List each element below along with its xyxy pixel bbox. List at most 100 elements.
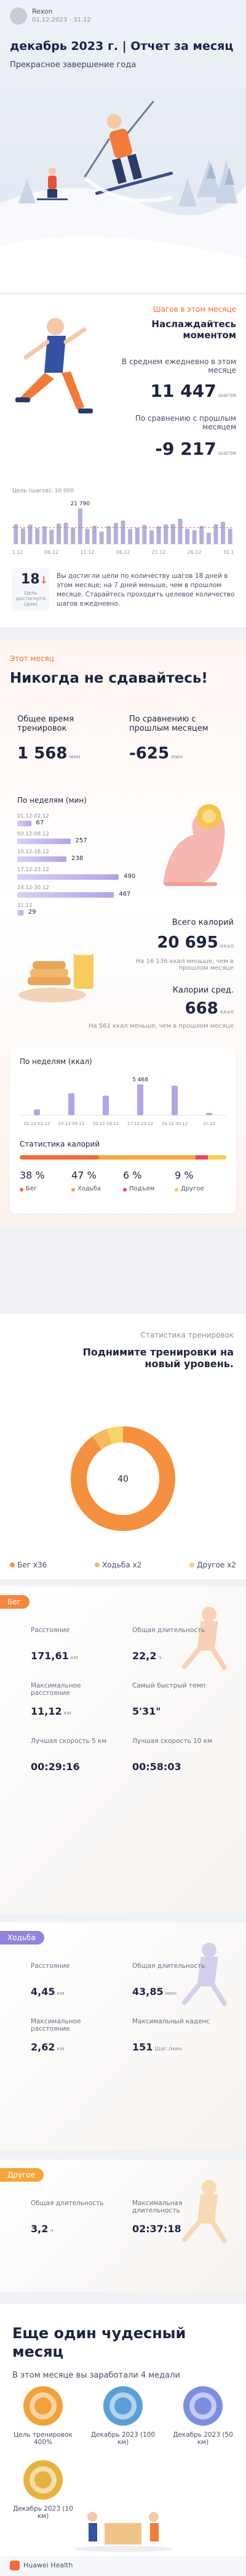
stat-unit: ч: [50, 2228, 54, 2234]
stat-unit: мин: [171, 754, 183, 760]
medal-center: [34, 2471, 52, 2489]
report-period: 01.12.2023 - 31.12: [32, 17, 91, 23]
bar: [49, 529, 54, 544]
value-label: 490: [124, 873, 136, 880]
kcal-card: [10, 1047, 236, 1214]
legend-name: Другое: [181, 1185, 204, 1192]
stat-unit: км: [70, 1655, 78, 1661]
value-label: 467: [119, 891, 131, 898]
goal-days-text: Вы достигли цели по количеству шагов 18 …: [57, 572, 235, 607]
kcal-legend: 38 % Бег 47 % Ходьба 6 % Подъем 9 % Другое: [20, 1169, 226, 1206]
medal-icon: [23, 2386, 63, 2426]
bar: [199, 526, 204, 544]
legend-item: Другое x2: [189, 1559, 236, 1571]
bar: [228, 529, 232, 544]
stat-label: По сравнению с прошлым месяцем: [129, 715, 208, 733]
donut-segment: [71, 1426, 175, 1531]
decor: [202, 1943, 216, 1957]
x-tick-label: 26.12: [188, 550, 202, 555]
legend-value: 9 %: [175, 1169, 194, 1181]
section-text: В этом месяце вы заработали 4 медали: [12, 2371, 180, 2380]
decor: [202, 1607, 216, 1622]
stat-number: 1 568: [17, 744, 68, 763]
bar-label: 17.12-23.12: [17, 867, 49, 873]
stat-unit: ккал: [220, 943, 234, 949]
legend-name: Другое: [197, 1561, 225, 1569]
workouts-donut: 40: [71, 1426, 175, 1531]
bar-segment: [195, 1155, 208, 1160]
bar: [185, 529, 189, 544]
bar: [103, 1095, 109, 1115]
stat-unit: шагов: [218, 392, 236, 399]
bar: [34, 1109, 40, 1115]
bar: [128, 529, 133, 544]
bar: [206, 532, 211, 544]
workouts-card: [0, 1314, 246, 1579]
donut-legend: Бег x36 Ходьба x2 Другое x2: [10, 1559, 236, 1571]
x-tick-label: 16.12: [116, 550, 130, 555]
bar: [17, 821, 31, 826]
stat-number: 4,45: [31, 1986, 55, 1997]
stat-unit: Шаг./мин: [154, 2046, 182, 2052]
bar-label: 01.12-02.12: [17, 813, 49, 819]
stat-unit: км: [57, 2046, 65, 2052]
legend-swatch: [94, 1562, 100, 1567]
stat-label: В среднем ежедневно в этом месяце: [121, 357, 236, 375]
value-label: 238: [71, 855, 84, 862]
stat-value: 171,61 км: [31, 1650, 78, 1662]
stat-number: 11 447: [150, 381, 216, 401]
donut-segment: [92, 1429, 113, 1450]
user-name: Rexon: [32, 7, 53, 15]
donut-total: 40: [117, 1474, 129, 1484]
stat-number: 00:58:03: [132, 1761, 181, 1773]
bar-label: 31.12: [17, 903, 33, 909]
bar-label: 24.12-30.12: [17, 885, 49, 891]
bar: [57, 523, 61, 544]
stat-number: 11,12: [31, 1705, 62, 1717]
sport-cards: Бег Расстояние 171,61 км Общая длительность 2…: [0, 1577, 246, 2298]
legend-value: 47 %: [71, 1169, 97, 1181]
report-subtitle: Прекрасное завершение года: [10, 60, 137, 70]
donut-segment: [106, 1426, 124, 1445]
medal-label: Цель тренировок 400%: [14, 2431, 73, 2446]
stat-unit: км: [63, 1710, 71, 1717]
value-label: 5 468: [132, 1077, 148, 1083]
bar: [71, 527, 76, 544]
value-label: 29: [28, 909, 36, 916]
x-tick-label: 01.12-02.12: [24, 1121, 50, 1126]
chart-title: По неделям (мин): [17, 796, 87, 805]
chart-title: Статистика калорий: [20, 1140, 100, 1148]
legend-value: 6 %: [123, 1169, 142, 1181]
section-headline: Еще один чудесный месяц: [12, 2325, 186, 2360]
stat-label: Максимальный каденс: [132, 2018, 210, 2025]
stat-label: Всего калорий: [172, 918, 234, 927]
medal-center: [194, 2397, 212, 2415]
goal-days-box: [12, 568, 49, 611]
sport-illustration: [182, 1607, 227, 1670]
legend-item: Бег x36: [10, 1559, 47, 1571]
x-tick-label: 21.12: [152, 550, 166, 555]
medal-label: Декабрь 2023 (50 км): [173, 2431, 233, 2446]
stat-label: Калории сред.: [172, 986, 234, 995]
decor: [202, 2180, 216, 2195]
stat-unit: км: [57, 1991, 65, 1997]
bar: [121, 520, 125, 544]
down-arrow: ↓: [39, 574, 49, 586]
box-illustration: [74, 2512, 172, 2552]
bar: [28, 524, 33, 544]
bar: [142, 525, 147, 544]
stat-value: 668 ккал: [185, 999, 234, 1018]
runner-illustration: [15, 318, 93, 413]
bar-label: 03.12-09.12: [17, 831, 49, 837]
stat-value: 3,2 ч: [31, 2223, 54, 2235]
bar: [42, 526, 47, 544]
medal-icon: [183, 2386, 223, 2426]
stat-number: 22,2: [132, 1650, 157, 1662]
sport-illustration: [182, 1943, 227, 2006]
x-tick-label: 17.12-23.12: [127, 1121, 154, 1126]
section-tagline: Наслаждайтесь моментом: [151, 319, 236, 341]
stat-label: Максимальное расстояние: [31, 2018, 81, 2033]
stat-number: 5'31": [132, 1705, 161, 1717]
bar-segment: [207, 1155, 226, 1160]
